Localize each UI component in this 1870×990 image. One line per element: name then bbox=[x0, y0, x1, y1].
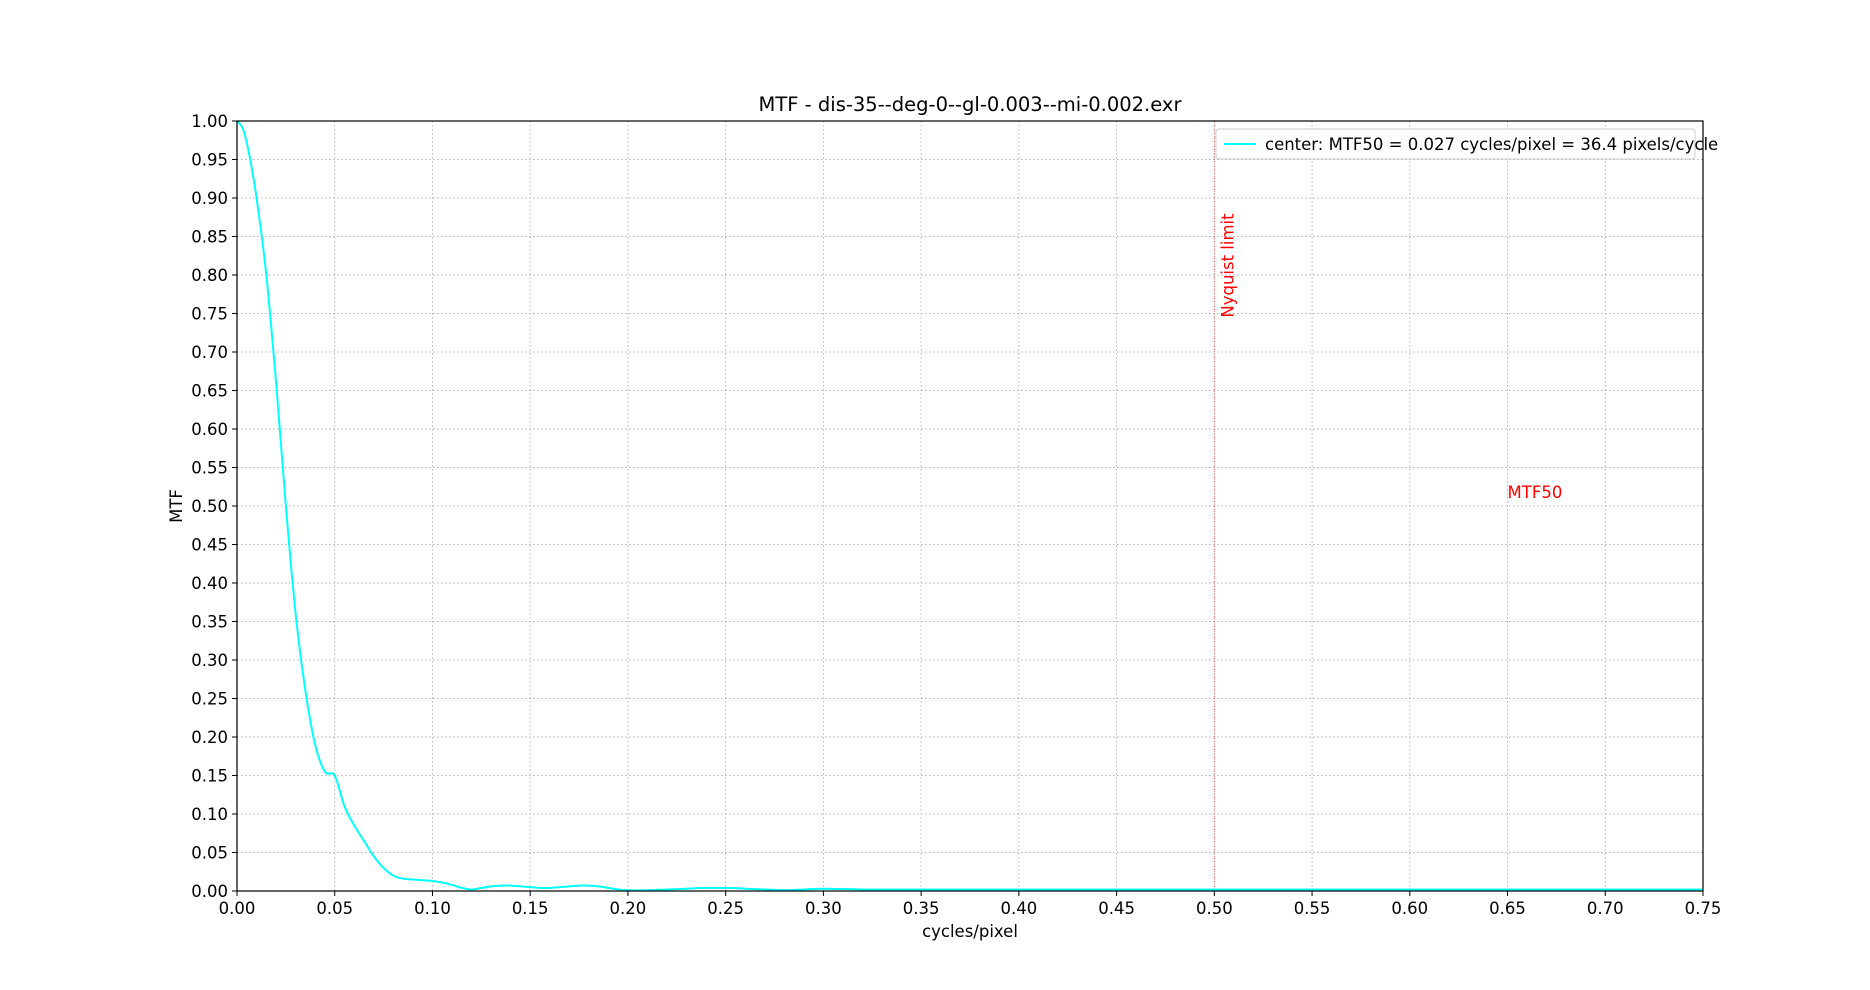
y-tick-label: 0.30 bbox=[191, 651, 228, 670]
x-tick-label: 0.25 bbox=[707, 899, 744, 918]
mtf50-label: MTF50 bbox=[1508, 483, 1563, 502]
y-tick-label: 0.55 bbox=[191, 459, 228, 478]
x-tick-label: 0.10 bbox=[414, 899, 451, 918]
y-tick-label: 0.25 bbox=[191, 690, 228, 709]
chart-title: MTF - dis-35--deg-0--gl-0.003--mi-0.002.… bbox=[759, 93, 1183, 116]
y-tick-label: 0.60 bbox=[191, 420, 228, 439]
y-tick-label: 0.70 bbox=[191, 343, 228, 362]
x-tick-label: 0.50 bbox=[1196, 899, 1233, 918]
x-tick-label: 0.75 bbox=[1685, 899, 1722, 918]
y-tick-label: 0.05 bbox=[191, 844, 228, 863]
x-tick-label: 0.45 bbox=[1098, 899, 1135, 918]
nyquist-label: Nyquist limit bbox=[1218, 213, 1237, 318]
series-line-center bbox=[236, 120, 1703, 892]
x-axis-label: cycles/pixel bbox=[922, 922, 1018, 941]
y-tick-label: 0.85 bbox=[191, 228, 228, 247]
series-layer bbox=[236, 120, 1703, 892]
y-tick-label: 0.45 bbox=[191, 536, 228, 555]
x-tick-label: 0.00 bbox=[219, 899, 256, 918]
x-tick-label: 0.65 bbox=[1489, 899, 1526, 918]
x-tick-label: 0.20 bbox=[610, 899, 647, 918]
x-tick-label: 0.70 bbox=[1587, 899, 1624, 918]
y-tick-label: 0.40 bbox=[191, 574, 228, 593]
y-tick-label: 0.65 bbox=[191, 382, 228, 401]
x-tick-label: 0.15 bbox=[512, 899, 549, 918]
x-tick-label: 0.05 bbox=[316, 899, 353, 918]
y-axis-label: MTF bbox=[167, 489, 186, 523]
y-tick-label: 0.50 bbox=[191, 497, 228, 516]
y-tick-label: 0.80 bbox=[191, 266, 228, 285]
legend-entry-center: center: MTF50 = 0.027 cycles/pixel = 36.… bbox=[1265, 135, 1718, 154]
x-tick-label: 0.60 bbox=[1391, 899, 1428, 918]
y-tick-label: 0.20 bbox=[191, 728, 228, 747]
y-tick-label: 0.95 bbox=[191, 151, 228, 170]
y-tick-label: 0.75 bbox=[191, 305, 228, 324]
x-tick-label: 0.30 bbox=[805, 899, 842, 918]
y-tick-label: 0.10 bbox=[191, 805, 228, 824]
y-axis-ticks: 0.00 0.05 0.10 0.15 0.20 0.25 0.30 0.35 0.40 0.45… bbox=[191, 112, 237, 901]
y-tick-label: 0.00 bbox=[191, 882, 228, 901]
y-tick-label: 0.15 bbox=[191, 767, 228, 786]
x-tick-label: 0.35 bbox=[903, 899, 940, 918]
x-axis-ticks: 0.00 0.05 0.10 0.15 0.20 0.25 0.30 0.35 0.40 0.45… bbox=[219, 891, 1722, 918]
legend: center: MTF50 = 0.027 cycles/pixel = 36.… bbox=[1215, 128, 1718, 160]
x-tick-label: 0.55 bbox=[1294, 899, 1331, 918]
y-tick-label: 1.00 bbox=[191, 112, 228, 131]
y-tick-label: 0.35 bbox=[191, 613, 228, 632]
y-tick-label: 0.90 bbox=[191, 189, 228, 208]
legend-box bbox=[1215, 128, 1696, 160]
annotations: Nyquist limit MTF50 bbox=[1218, 213, 1562, 502]
x-tick-label: 0.40 bbox=[1000, 899, 1037, 918]
